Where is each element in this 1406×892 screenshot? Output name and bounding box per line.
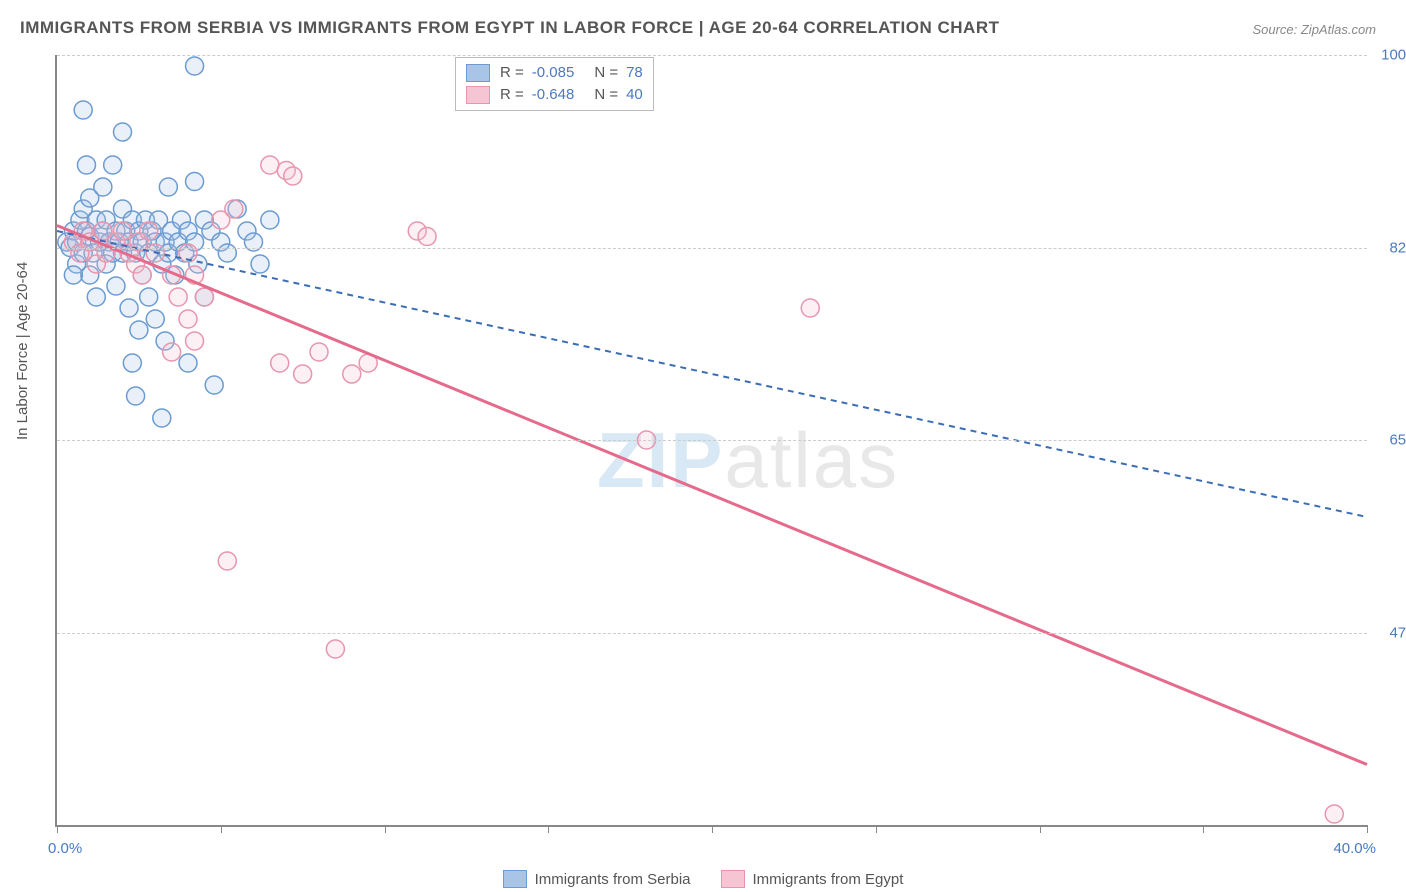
data-point-serbia (107, 277, 125, 295)
legend-label-serbia: Immigrants from Serbia (535, 871, 691, 888)
x-tick (548, 825, 549, 833)
data-point-egypt (310, 343, 328, 361)
legend-item-egypt: Immigrants from Egypt (721, 870, 904, 888)
data-point-serbia (186, 57, 204, 75)
data-point-egypt (169, 288, 187, 306)
data-point-egypt (284, 167, 302, 185)
data-point-egypt (186, 332, 204, 350)
data-point-serbia (251, 255, 269, 273)
data-point-serbia (186, 173, 204, 191)
y-axis-title: In Labor Force | Age 20-64 (14, 262, 31, 440)
y-tick-label: 100.0% (1372, 47, 1406, 64)
data-point-egypt (218, 552, 236, 570)
x-tick (712, 825, 713, 833)
x-tick (57, 825, 58, 833)
n-label: N = (594, 84, 618, 106)
data-point-egypt (133, 266, 151, 284)
n-label: N = (594, 62, 618, 84)
data-point-serbia (159, 178, 177, 196)
gridline (57, 633, 1367, 634)
data-point-egypt (271, 354, 289, 372)
data-point-egypt (114, 222, 132, 240)
series-legend: Immigrants from Serbia Immigrants from E… (0, 870, 1406, 888)
source-attribution: Source: ZipAtlas.com (1252, 22, 1376, 37)
data-point-egypt (294, 365, 312, 383)
data-point-egypt (326, 640, 344, 658)
data-point-serbia (127, 387, 145, 405)
x-axis-max-label: 40.0% (1333, 840, 1376, 857)
legend-label-egypt: Immigrants from Egypt (753, 871, 904, 888)
data-point-serbia (146, 310, 164, 328)
data-point-egypt (225, 200, 243, 218)
x-tick (385, 825, 386, 833)
data-point-egypt (801, 299, 819, 317)
y-tick-label: 65.0% (1372, 432, 1406, 449)
data-point-serbia (114, 123, 132, 141)
data-point-egypt (140, 222, 158, 240)
y-tick-label: 82.5% (1372, 239, 1406, 256)
x-tick (1367, 825, 1368, 833)
swatch-serbia (503, 870, 527, 888)
swatch-egypt (466, 86, 490, 104)
data-point-serbia (123, 354, 141, 372)
data-point-serbia (120, 299, 138, 317)
x-tick (221, 825, 222, 833)
gridline (57, 440, 1367, 441)
r-value-serbia: -0.085 (532, 62, 575, 84)
stats-row-egypt: R = -0.648 N = 40 (466, 84, 643, 106)
n-value-egypt: 40 (626, 84, 643, 106)
stats-row-serbia: R = -0.085 N = 78 (466, 62, 643, 84)
data-point-egypt (418, 228, 436, 246)
data-point-serbia (130, 321, 148, 339)
x-axis-min-label: 0.0% (48, 840, 82, 857)
gridline (57, 248, 1367, 249)
data-point-egypt (343, 365, 361, 383)
correlation-stats-legend: R = -0.085 N = 78 R = -0.648 N = 40 (455, 57, 654, 111)
trend-line-egypt (57, 226, 1367, 765)
data-point-egypt (179, 310, 197, 328)
swatch-egypt (721, 870, 745, 888)
data-point-egypt (1325, 805, 1343, 823)
n-value-serbia: 78 (626, 62, 643, 84)
data-point-serbia (94, 178, 112, 196)
x-tick (876, 825, 877, 833)
data-point-serbia (205, 376, 223, 394)
r-label: R = (500, 62, 524, 84)
data-point-serbia (140, 288, 158, 306)
r-value-egypt: -0.648 (532, 84, 575, 106)
gridline (57, 55, 1367, 56)
x-tick (1040, 825, 1041, 833)
trend-line-serbia (57, 231, 1367, 517)
chart-title: IMMIGRANTS FROM SERBIA VS IMMIGRANTS FRO… (20, 18, 999, 38)
data-point-serbia (77, 156, 95, 174)
data-point-serbia (153, 409, 171, 427)
data-point-serbia (261, 211, 279, 229)
x-tick (1203, 825, 1204, 833)
plot-area: ZIPatlas 47.5%65.0%82.5%100.0% (55, 55, 1367, 827)
data-point-serbia (64, 266, 82, 284)
r-label: R = (500, 84, 524, 106)
data-point-serbia (74, 101, 92, 119)
data-point-serbia (179, 354, 197, 372)
data-point-serbia (104, 156, 122, 174)
data-point-egypt (163, 343, 181, 361)
legend-item-serbia: Immigrants from Serbia (503, 870, 691, 888)
data-point-serbia (87, 288, 105, 306)
y-tick-label: 47.5% (1372, 624, 1406, 641)
data-point-egypt (261, 156, 279, 174)
data-point-egypt (195, 288, 213, 306)
swatch-serbia (466, 64, 490, 82)
